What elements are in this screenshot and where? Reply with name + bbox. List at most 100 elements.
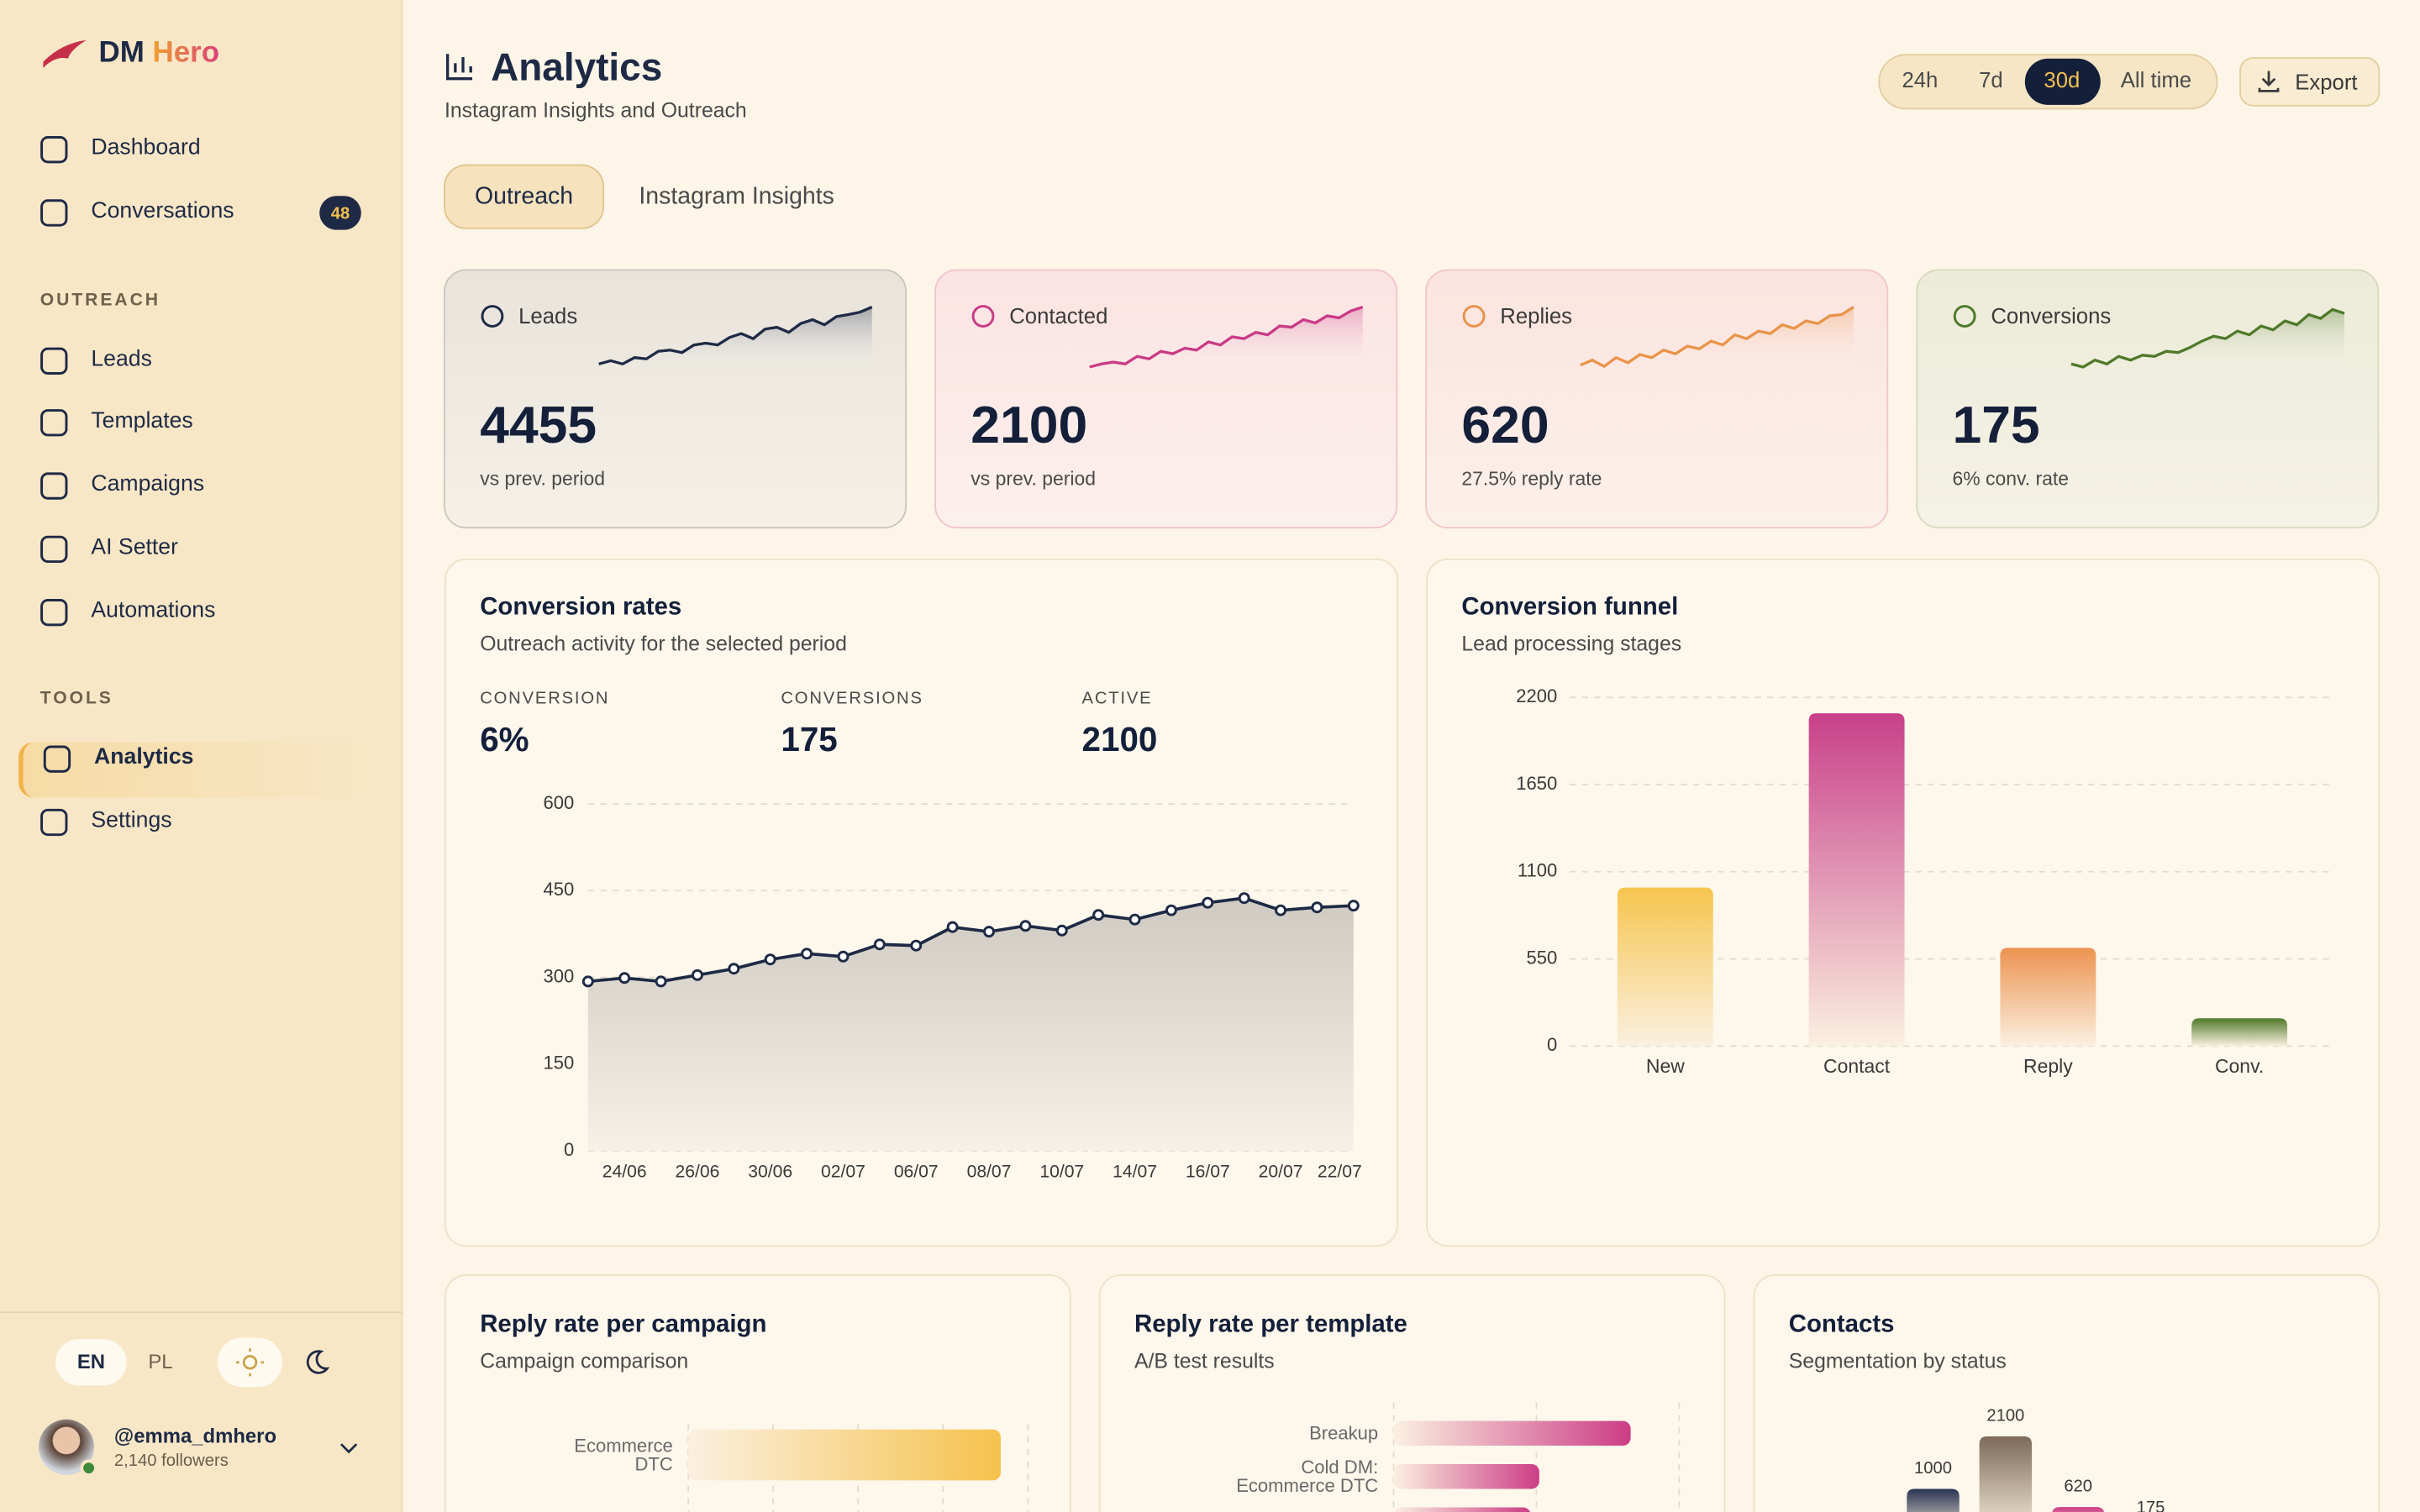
- nav-item[interactable]: Conversations: [91, 198, 234, 224]
- user-menu[interactable]: [339, 1443, 358, 1454]
- line-point: [801, 948, 813, 960]
- stat-note: 6% conv. rate: [1952, 467, 2069, 489]
- analytics-icon: [445, 54, 473, 81]
- bar: [1393, 1420, 1631, 1446]
- line-point: [1055, 924, 1068, 937]
- x-tick-label: 20/07: [1259, 1162, 1303, 1181]
- language-option[interactable]: PL: [148, 1350, 173, 1373]
- y-tick-label: 300: [543, 965, 574, 986]
- x-tick-label: 08/07: [967, 1162, 1012, 1181]
- x-tick-label: 06/07: [894, 1162, 939, 1181]
- x-tick-label: 14/07: [1113, 1162, 1157, 1181]
- tab-active: [444, 164, 605, 229]
- line-point: [581, 975, 594, 988]
- nav-item[interactable]: Campaigns: [91, 472, 205, 497]
- y-tick-label: 0: [564, 1139, 574, 1160]
- line-point: [618, 972, 631, 984]
- language-option[interactable]: EN: [76, 1350, 106, 1373]
- brand-accent: Hero: [152, 37, 220, 70]
- y-tick-label: 2200: [1516, 685, 1557, 706]
- line-point: [1311, 901, 1323, 914]
- user-handle: @emma_dmhero: [113, 1424, 277, 1447]
- theme-light[interactable]: [217, 1337, 283, 1388]
- y-tick-label: 150: [543, 1053, 574, 1074]
- line-point: [1092, 909, 1105, 921]
- card-title: Reply rate per template: [1134, 1310, 1407, 1338]
- line-point: [873, 938, 886, 951]
- line-point: [655, 975, 667, 988]
- stat-value: 175: [1952, 396, 2039, 454]
- badge: [319, 196, 361, 230]
- line-point: [946, 921, 959, 933]
- bar: [1393, 1464, 1539, 1489]
- stat-value: 2100: [971, 396, 1087, 454]
- brand-logo: [43, 39, 87, 68]
- sparkline: [1089, 305, 1364, 369]
- x-tick-label: 16/07: [1186, 1162, 1230, 1181]
- range-option[interactable]: All time: [2121, 69, 2191, 92]
- y-tick-label: 550: [1526, 947, 1557, 968]
- nav-icon: [40, 808, 68, 837]
- data-label: 620: [2064, 1478, 2092, 1496]
- nav-section-title: TOOLS: [39, 690, 113, 709]
- card-title: Contacts: [1789, 1310, 1895, 1338]
- line-point: [1275, 904, 1287, 916]
- sparkline: [2070, 307, 2345, 369]
- lang-active-bg: [55, 1339, 127, 1386]
- bar: [1907, 1488, 1960, 1512]
- kpi-label: ACTIVE: [1082, 689, 1153, 707]
- nav-icon: [40, 135, 68, 164]
- nav-item[interactable]: Settings: [91, 808, 172, 833]
- line-area: [587, 898, 1354, 1152]
- x-tick-label: Conv.: [2215, 1055, 2264, 1077]
- line-point: [910, 939, 923, 952]
- line-point: [1238, 892, 1250, 905]
- range-option[interactable]: 30d: [2044, 69, 2080, 92]
- kpi-label: CONVERSION: [480, 689, 609, 707]
- nav-icon: [40, 347, 68, 375]
- nav-item[interactable]: Dashboard: [91, 135, 201, 161]
- stat-value: 620: [1461, 396, 1549, 454]
- export-label[interactable]: Export: [2295, 69, 2358, 95]
- nav-icon: [43, 745, 71, 773]
- nav-item[interactable]: Leads: [91, 347, 152, 372]
- brand: DM Hero: [99, 39, 220, 68]
- nav-item[interactable]: Analytics: [94, 745, 194, 770]
- x-tick-label: 24/06: [602, 1162, 647, 1181]
- sparkline-area: [1580, 307, 1854, 370]
- stat-label: Contacted: [1009, 305, 1107, 328]
- x-tick-label: 26/06: [676, 1162, 720, 1181]
- sparkline: [598, 305, 873, 366]
- tab[interactable]: Outreach: [475, 183, 573, 210]
- nav-item[interactable]: AI Setter: [91, 535, 178, 560]
- badge-count: 48: [331, 205, 350, 223]
- nav-icon: [40, 472, 68, 500]
- line: [587, 896, 1354, 984]
- line-point: [1165, 904, 1177, 916]
- nav-icon: [40, 535, 68, 564]
- export-icon: [2258, 71, 2280, 92]
- nav-item[interactable]: Automations: [91, 598, 216, 624]
- card-subtitle: Segmentation by status: [1789, 1350, 2007, 1373]
- range-option[interactable]: 24h: [1902, 69, 1938, 92]
- x-tick-label: New: [1646, 1055, 1685, 1077]
- stat-icon: [481, 305, 504, 328]
- bar-label: Cold DM: Online: [1208, 1501, 1379, 1512]
- bar: [1808, 713, 1905, 1047]
- range-option[interactable]: 7d: [1979, 69, 2003, 92]
- stat-label: Leads: [518, 305, 577, 328]
- bar: [1394, 1507, 1530, 1512]
- bar-label: Cold DM: Ecommerce DTC: [1236, 1456, 1379, 1497]
- bar: [1979, 1436, 2033, 1512]
- line-point: [1202, 896, 1214, 909]
- nav-item[interactable]: Templates: [91, 408, 193, 434]
- line-point: [1347, 900, 1360, 912]
- tab[interactable]: Instagram Insights: [639, 183, 834, 210]
- kpi-value: 175: [781, 720, 837, 759]
- sparkline: [1580, 306, 1854, 369]
- divider: [0, 1311, 403, 1314]
- bar: [2052, 1507, 2104, 1512]
- user-followers: 2,140 followers: [113, 1452, 229, 1471]
- line-point: [728, 963, 740, 975]
- export-button[interactable]: [2239, 56, 2381, 107]
